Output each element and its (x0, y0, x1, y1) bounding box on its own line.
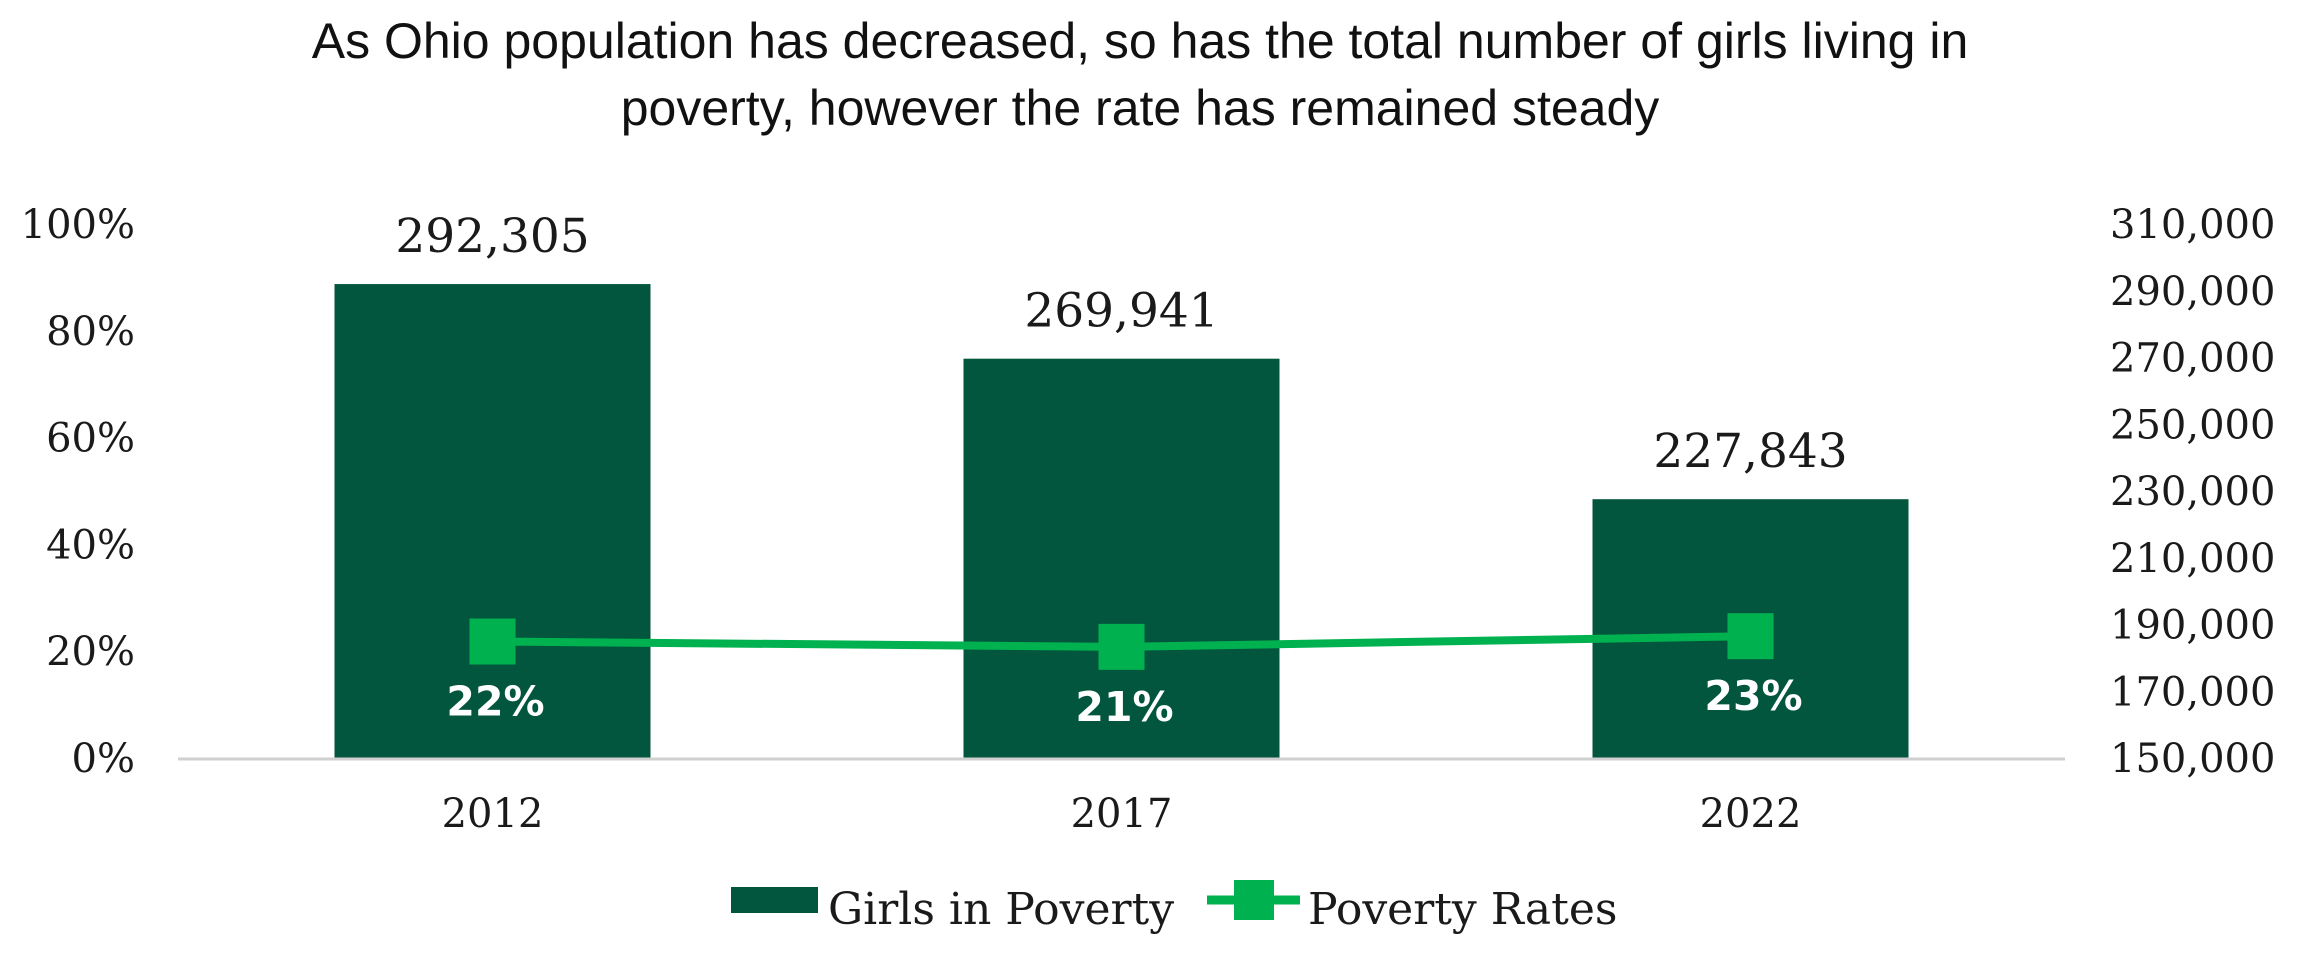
chart-title-line-1: As Ohio population has decreased, so has… (311, 13, 1969, 69)
chart-title: As Ohio population has decreased, so has… (160, 8, 2120, 142)
left-axis-tick-label: 60% (46, 416, 135, 462)
right-axis-tick-label: 310,000 (2110, 202, 2275, 248)
poverty-rate-marker-2022 (1727, 613, 1774, 660)
left-axis-tick-label: 20% (46, 629, 135, 675)
left-axis-tick-label: 100% (21, 202, 135, 248)
bar-value-label-2022: 227,843 (1653, 424, 1847, 479)
legend-label-girls-in-poverty: Girls in Poverty (828, 884, 1174, 935)
poverty-rate-marker-2012 (469, 618, 516, 665)
poverty-rate-label-2012: 22% (446, 678, 544, 726)
right-axis-tick-label: 230,000 (2110, 469, 2275, 515)
left-axis-tick-label: 0% (72, 736, 135, 782)
right-axis-tick-label: 210,000 (2110, 536, 2275, 582)
right-axis-tick-label: 170,000 (2110, 669, 2275, 715)
chart-title-line-2: poverty, however the rate has remained s… (620, 80, 1660, 136)
x-axis-tick-label-2012: 2012 (442, 791, 544, 837)
poverty-rate-label-2022: 23% (1704, 672, 1802, 720)
right-axis-tick-label: 250,000 (2110, 402, 2275, 448)
right-axis-tick-label: 150,000 (2110, 736, 2275, 782)
legend-marker-poverty-rates (1234, 880, 1274, 920)
legend-swatch-girls-in-poverty (731, 887, 818, 913)
bar-2012 (334, 284, 651, 759)
right-axis-tick-label: 190,000 (2110, 603, 2275, 649)
left-axis-tick-label: 80% (46, 309, 135, 355)
right-axis-tick-label: 270,000 (2110, 336, 2275, 382)
x-axis-tick-label-2017: 2017 (1071, 791, 1173, 837)
right-axis-tick-label: 290,000 (2110, 269, 2275, 315)
x-axis-tick-label-2022: 2022 (1700, 791, 1802, 837)
left-axis-tick-label: 40% (46, 522, 135, 568)
bar-value-label-2012: 292,305 (395, 209, 589, 264)
poverty-rate-label-2017: 21% (1075, 683, 1173, 731)
bar-2017 (963, 358, 1280, 759)
legend-label-poverty-rates: Poverty Rates (1308, 884, 1617, 935)
poverty-rate-marker-2017 (1098, 623, 1145, 670)
bar-value-label-2017: 269,941 (1024, 284, 1218, 339)
